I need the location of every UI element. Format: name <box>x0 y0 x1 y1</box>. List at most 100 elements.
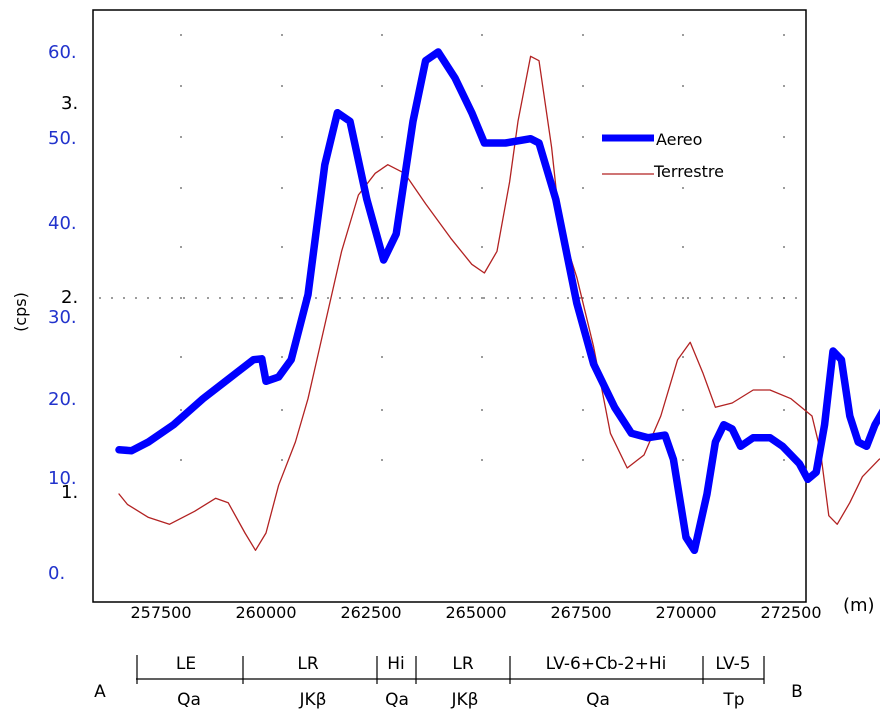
grid-dot <box>381 356 383 358</box>
grid-dot <box>639 297 641 299</box>
grid-dot <box>180 136 182 138</box>
grid-dot <box>591 297 593 299</box>
x-tick-label: 262500 <box>340 603 401 622</box>
grid-dot <box>281 136 283 138</box>
grid-dot <box>519 297 521 299</box>
grid-dot <box>783 187 785 189</box>
grid-dot <box>123 297 125 299</box>
grid-dot <box>627 297 629 299</box>
grid-dot <box>180 297 182 299</box>
grid-dot <box>481 187 483 189</box>
grid-dot <box>207 297 209 299</box>
grid-dot <box>682 409 684 411</box>
grid-dot <box>682 34 684 36</box>
series-line-terrestre <box>118 55 880 551</box>
grid-dot <box>381 459 383 461</box>
grid-dot <box>663 297 665 299</box>
grid-dot <box>375 297 377 299</box>
grid-dot <box>783 246 785 248</box>
unit-label-top: Hi <box>387 654 405 674</box>
grid-dot <box>735 297 737 299</box>
y-tick-label: 20. <box>48 389 77 410</box>
grid-dot <box>381 297 383 299</box>
grid-dot <box>582 409 584 411</box>
grid-dot <box>281 297 283 299</box>
x-tick-label: 260000 <box>235 603 296 622</box>
unit-label-top: LV-5 <box>715 654 750 674</box>
y-tick-label: 40. <box>48 213 77 234</box>
grid-dot <box>281 356 283 358</box>
grid-dot <box>351 297 353 299</box>
grid-dot <box>582 356 584 358</box>
grid-dot <box>381 409 383 411</box>
grid-dot <box>243 297 245 299</box>
grid-dot <box>771 297 773 299</box>
grid-dot <box>682 246 684 248</box>
grid-dot <box>363 297 365 299</box>
grid-dot <box>180 459 182 461</box>
x-tick-label: 270000 <box>655 603 716 622</box>
y-tick-label: 0. <box>48 563 65 584</box>
grid-dot <box>675 297 677 299</box>
grid-dot <box>381 85 383 87</box>
grid-dot <box>582 136 584 138</box>
grid-dot <box>481 85 483 87</box>
series-line-aereo <box>115 48 880 555</box>
y-tick-label-secondary: 3. <box>61 93 78 114</box>
grid-dot <box>399 297 401 299</box>
grid-dot <box>411 297 413 299</box>
grid-dot <box>603 297 605 299</box>
grid-dot <box>747 297 749 299</box>
grid-dot <box>281 34 283 36</box>
unit-label-bottom: JKβ <box>298 690 326 710</box>
grid-dot <box>483 297 485 299</box>
grid-dot <box>471 297 473 299</box>
unit-label-bottom: Tp <box>722 690 744 710</box>
grid-dot <box>795 297 797 299</box>
y-tick-label-secondary: 2. <box>61 287 78 308</box>
section-strip: A B LE LR Hi LR LV-6+Cb-2+Hi LV-5 Qa JKβ… <box>94 654 803 710</box>
grid-dot <box>159 297 161 299</box>
grid-dot <box>759 297 761 299</box>
grid-dot <box>699 297 701 299</box>
grid-dot <box>507 297 509 299</box>
grid-dot <box>381 136 383 138</box>
x-tick-label: 257500 <box>130 603 191 622</box>
grid-dot <box>481 297 483 299</box>
x-tick-label: 265000 <box>445 603 506 622</box>
grid-dot <box>543 297 545 299</box>
grid-dot <box>135 297 137 299</box>
grid-dot <box>582 459 584 461</box>
grid-dot <box>171 297 173 299</box>
grid-dot <box>281 409 283 411</box>
grid-dot <box>315 297 317 299</box>
grid-dot <box>267 297 269 299</box>
grid-dot <box>682 85 684 87</box>
grid-dot <box>783 459 785 461</box>
unit-label-bottom: JKβ <box>450 690 478 710</box>
grid-dot <box>381 187 383 189</box>
section-endpoint-a: A <box>94 682 106 702</box>
grid-dot <box>195 297 197 299</box>
grid-dot <box>327 297 329 299</box>
grid-dot <box>481 246 483 248</box>
grid-dot <box>711 297 713 299</box>
grid-dot <box>99 297 101 299</box>
grid-dot <box>459 297 461 299</box>
y-axis-label: (cps) <box>11 292 30 332</box>
grid-dot <box>339 297 341 299</box>
grid-dot <box>219 297 221 299</box>
grid-dot <box>180 34 182 36</box>
grid-dot <box>582 187 584 189</box>
y-tick-label-secondary: 1. <box>61 482 78 503</box>
grid-dot <box>682 136 684 138</box>
y-axis-ticks-secondary: 1. 2. 3. <box>61 93 78 503</box>
grid-dot <box>180 356 182 358</box>
grid-dot <box>481 459 483 461</box>
grid-dot <box>723 297 725 299</box>
grid-dot <box>651 297 653 299</box>
legend-label-terrestre: Terrestre <box>653 162 724 181</box>
grid-dot <box>387 297 389 299</box>
grid-dot <box>531 297 533 299</box>
legend: Aereo Terrestre <box>602 130 724 181</box>
